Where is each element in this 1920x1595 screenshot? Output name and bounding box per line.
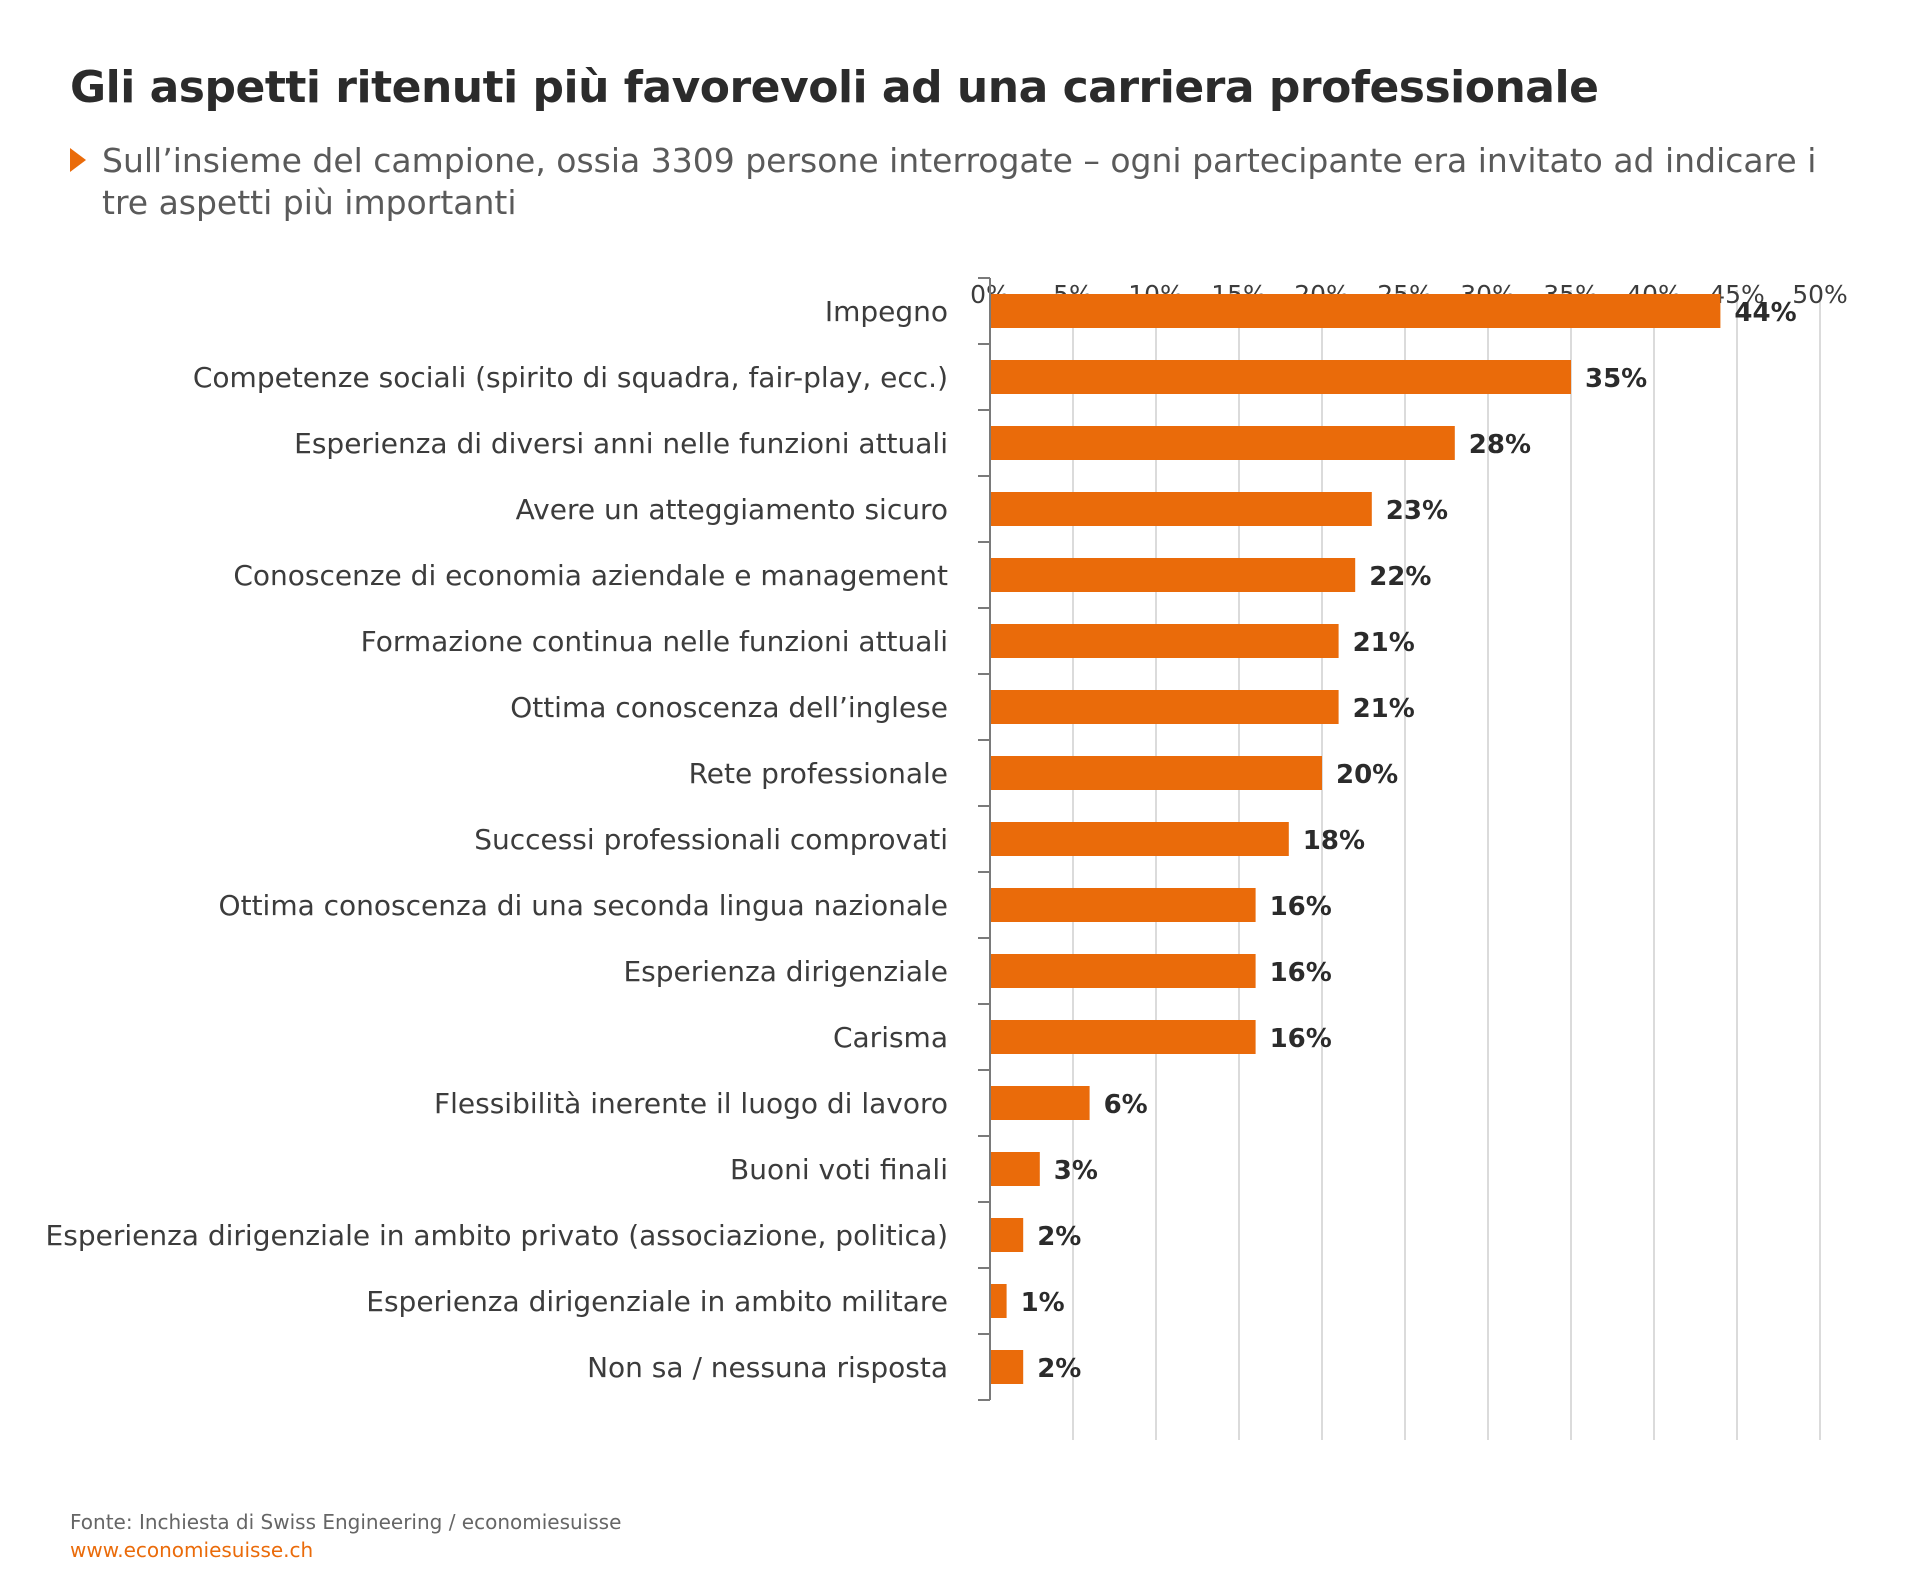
value-label: 6% xyxy=(1104,1090,1148,1120)
bar xyxy=(990,822,1289,856)
bar xyxy=(990,1218,1024,1252)
value-label: 22% xyxy=(1369,562,1431,592)
bar xyxy=(990,690,1339,724)
value-label: 1% xyxy=(1021,1288,1065,1318)
y-axis xyxy=(978,277,991,1401)
bar-chart: 0%5%10%15%20%25%30%35%40%45%50% ImpegnoC… xyxy=(46,277,1848,1440)
category-label: Ottima conoscenza di una seconda lingua … xyxy=(219,889,948,922)
value-label: 16% xyxy=(1270,1024,1332,1054)
website-link[interactable]: www.economiesuisse.ch xyxy=(70,1538,314,1562)
bar xyxy=(990,1284,1007,1318)
value-label: 16% xyxy=(1270,892,1332,922)
bar xyxy=(990,954,1256,988)
value-label: 2% xyxy=(1037,1222,1081,1252)
category-label: Esperienza dirigenziale in ambito privat… xyxy=(46,1219,948,1252)
value-label: 28% xyxy=(1469,430,1531,460)
category-label: Conoscenze di economia aziendale e manag… xyxy=(233,559,948,592)
category-label: Rete professionale xyxy=(689,757,948,790)
category-label: Esperienza di diversi anni nelle funzion… xyxy=(294,427,948,460)
triangle-bullet-icon xyxy=(70,148,86,172)
bar xyxy=(990,426,1455,460)
value-label: 2% xyxy=(1037,1354,1081,1384)
chart-subtitle: Sull’insieme del campione, ossia 3309 pe… xyxy=(102,141,1817,222)
value-labels: 44% 35% 28% 23% 22% 21% 21% 20% 18% 16% 16% 16% 6% 3%… xyxy=(1021,298,1797,1384)
category-label: Flessibilità inerente il luogo di lavoro xyxy=(434,1087,948,1120)
bar xyxy=(990,1086,1090,1120)
category-label: Ottima conoscenza dell’inglese xyxy=(510,691,948,724)
category-label: Esperienza dirigenziale xyxy=(623,955,948,988)
category-label: Avere un atteggiamento sicuro xyxy=(516,493,948,526)
bar xyxy=(990,558,1356,592)
bar xyxy=(990,1152,1040,1186)
value-label: 20% xyxy=(1336,760,1398,790)
value-label: 21% xyxy=(1353,628,1415,658)
gridlines xyxy=(1072,290,1821,1440)
category-label: Esperienza dirigenziale in ambito milita… xyxy=(366,1285,948,1318)
bar xyxy=(990,888,1256,922)
category-label: Successi professionali comprovati xyxy=(474,823,948,856)
bar xyxy=(990,756,1322,790)
category-label: Competenze sociali (spirito di squadra, … xyxy=(193,361,948,394)
bar xyxy=(990,492,1372,526)
bars xyxy=(990,294,1721,1384)
category-label: Buoni voti finali xyxy=(730,1153,948,1186)
category-labels: Impegno Competenze sociali (spirito di sq… xyxy=(46,295,948,1384)
bar xyxy=(990,624,1339,658)
bar xyxy=(990,360,1571,394)
value-label: 35% xyxy=(1585,364,1647,394)
category-label: Impegno xyxy=(825,295,948,328)
category-label: Formazione continua nelle funzioni attua… xyxy=(361,625,948,658)
source-note: Fonte: Inchiesta di Swiss Engineering / … xyxy=(70,1510,622,1534)
category-label: Non sa / nessuna risposta xyxy=(587,1351,948,1384)
subtitle-block: Sull’insieme del campione, ossia 3309 pe… xyxy=(70,140,1830,224)
value-label: 3% xyxy=(1054,1156,1098,1186)
value-label: 44% xyxy=(1734,298,1796,328)
category-label: Carisma xyxy=(833,1021,948,1054)
value-label: 23% xyxy=(1386,496,1448,526)
x-tick-label: 50% xyxy=(1792,280,1848,309)
value-label: 21% xyxy=(1353,694,1415,724)
value-label: 18% xyxy=(1303,826,1365,856)
bar xyxy=(990,1350,1024,1384)
chart-title: Gli aspetti ritenuti più favorevoli ad u… xyxy=(70,62,1599,113)
bar xyxy=(990,1020,1256,1054)
value-label: 16% xyxy=(1270,958,1332,988)
bar xyxy=(990,294,1721,328)
